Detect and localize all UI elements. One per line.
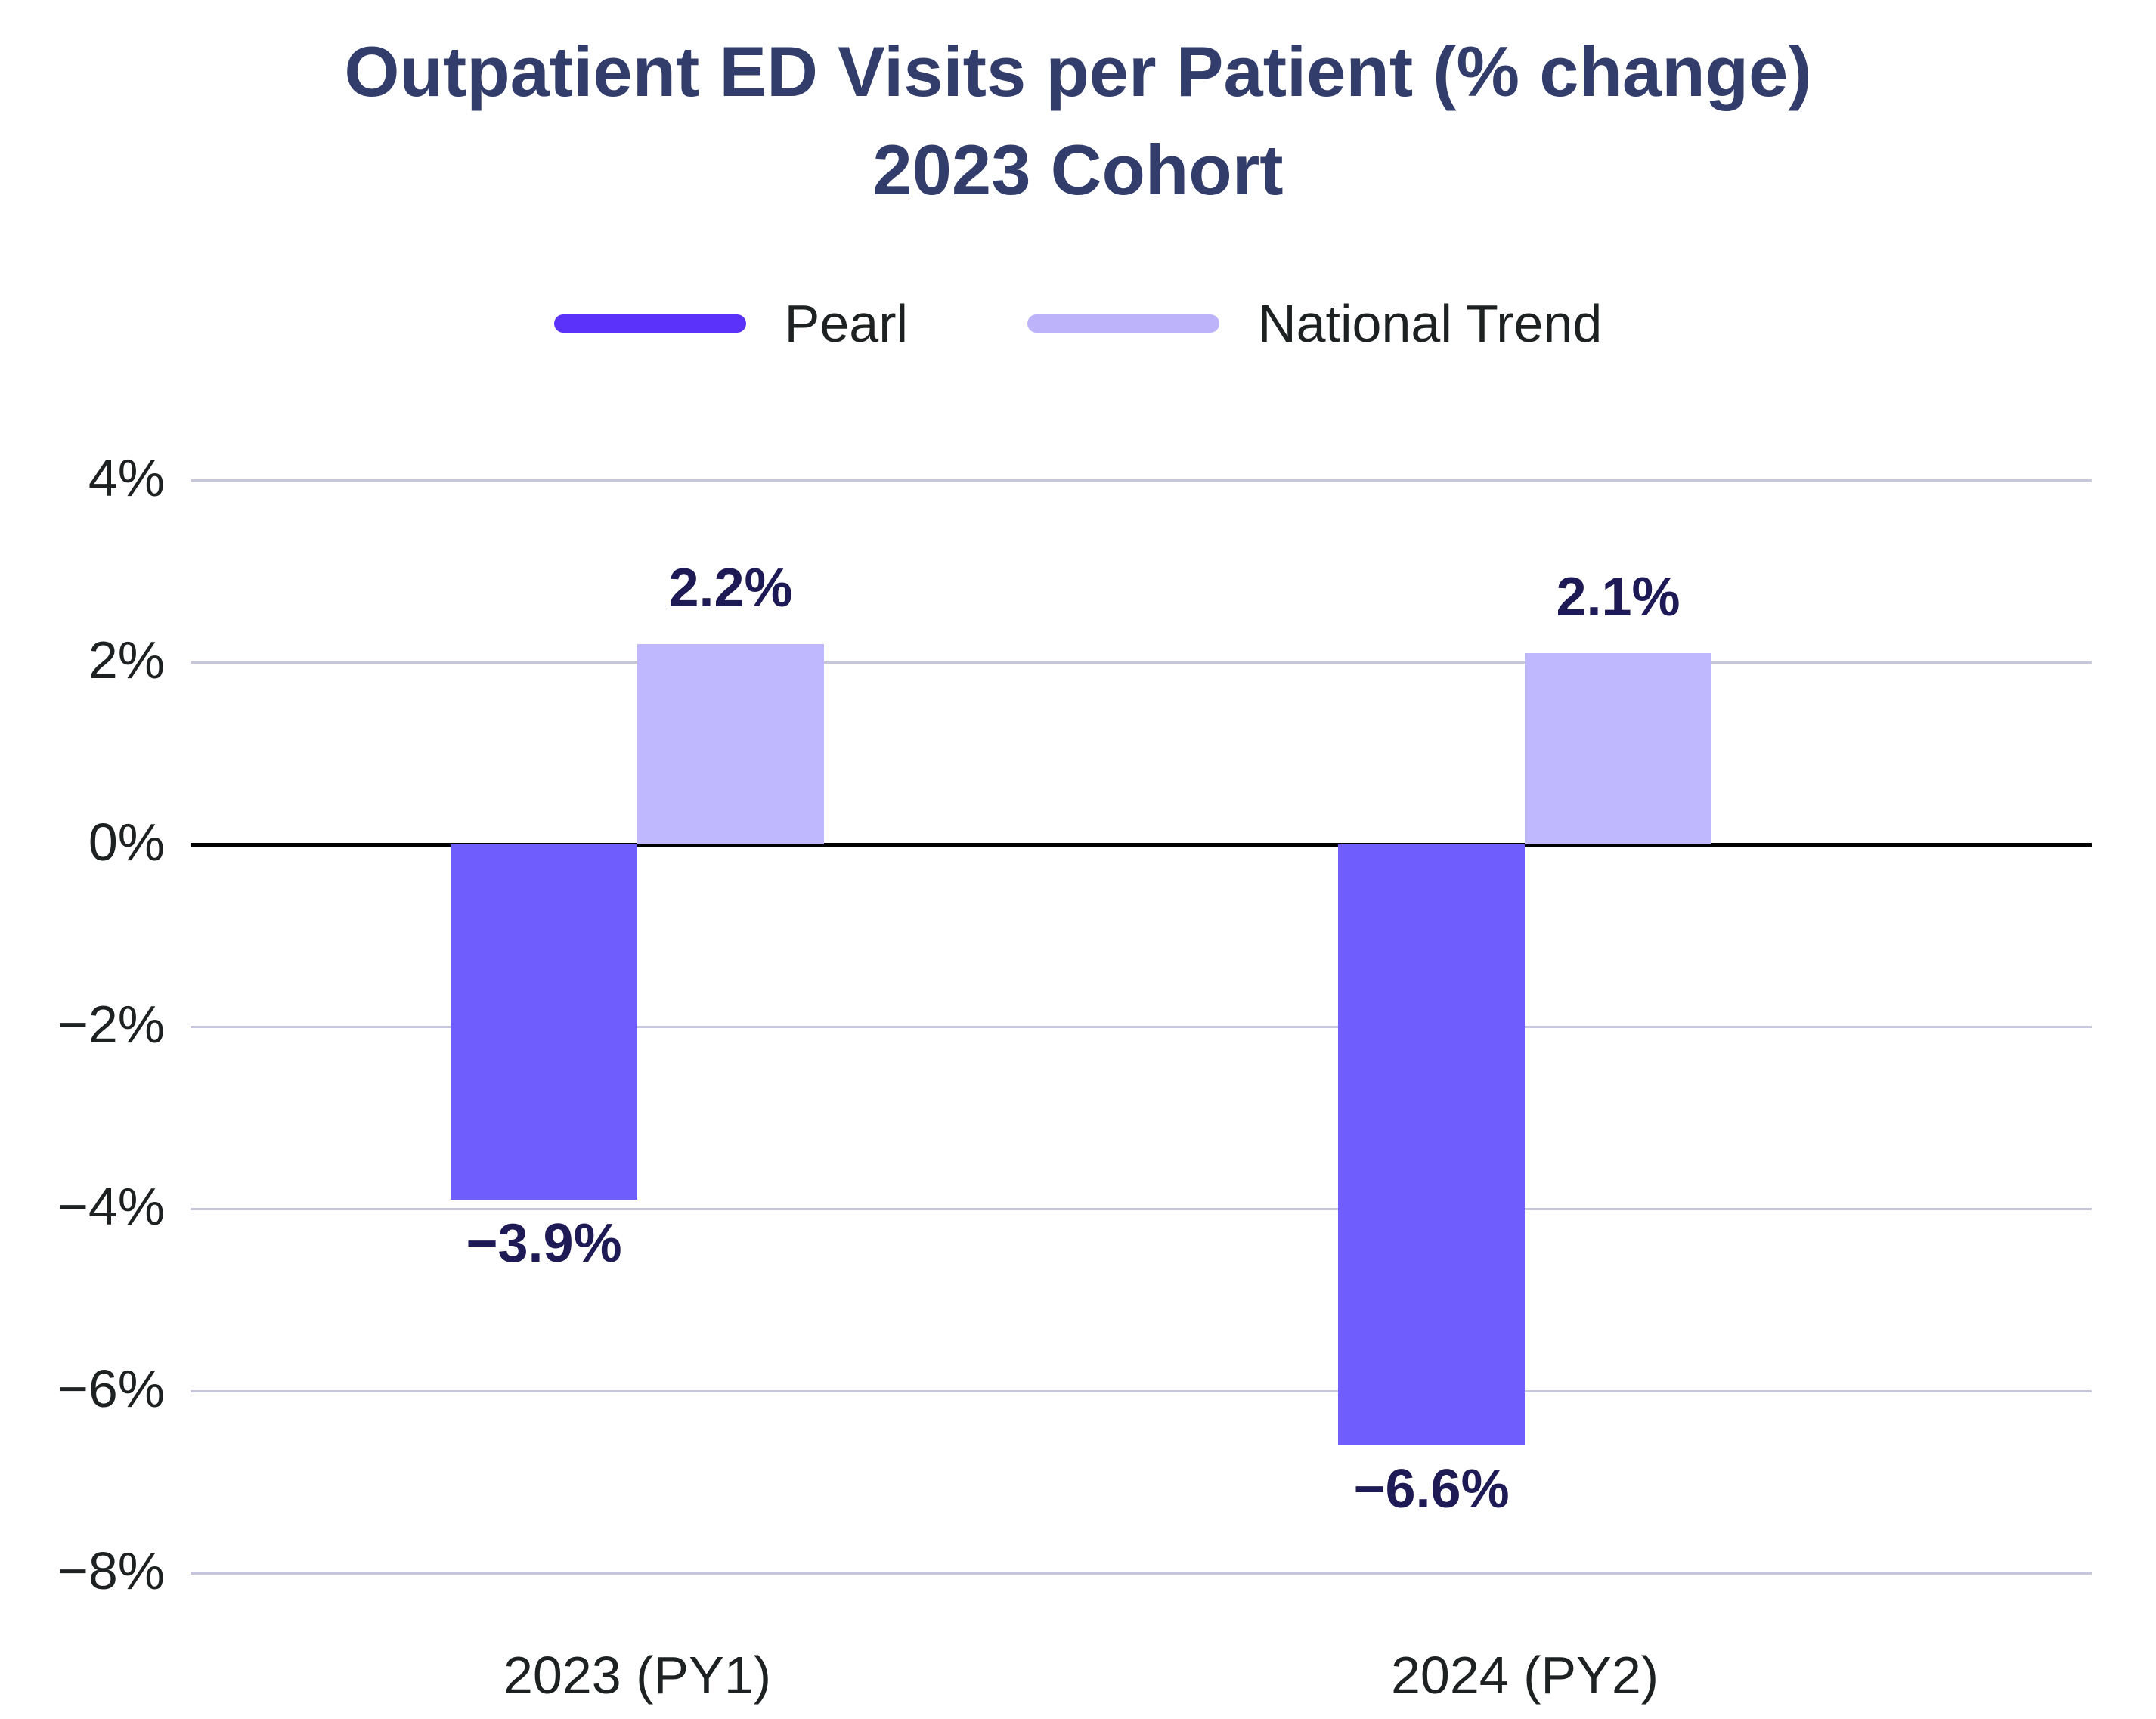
legend: Pearl National Trend xyxy=(0,296,2156,351)
plot-area: −3.9% 2.2% −6.6% 2.1% xyxy=(191,479,2092,1575)
legend-swatch-national-trend xyxy=(1027,314,1220,333)
chart-title-line2: 2023 Cohort xyxy=(872,129,1284,209)
y-axis: 4% 2% 0% −2% −4% −6% −8% xyxy=(0,451,165,1598)
gridline xyxy=(191,479,2092,482)
bar-value-label: −6.6% xyxy=(1353,1459,1510,1520)
legend-item-national-trend: National Trend xyxy=(1027,296,1602,351)
x-category-label: 2024 (PY2) xyxy=(1390,1646,1659,1705)
y-tick-label: 2% xyxy=(88,630,165,689)
chart-title-line1: Outpatient ED Visits per Patient (% chan… xyxy=(344,32,1812,111)
legend-label-pearl: Pearl xyxy=(784,294,909,353)
bar-value-label: 2.2% xyxy=(668,557,793,618)
bar-national-trend xyxy=(637,643,824,844)
y-tick-label: −4% xyxy=(57,1177,165,1236)
gridline xyxy=(191,1389,2092,1392)
y-tick-label: 4% xyxy=(88,448,165,507)
y-tick-label: −2% xyxy=(57,995,165,1054)
chart-title: Outpatient ED Visits per Patient (% chan… xyxy=(0,23,2156,218)
y-tick-label: −8% xyxy=(57,1541,165,1600)
bar-pearl xyxy=(451,844,638,1200)
legend-label-national-trend: National Trend xyxy=(1258,294,1603,353)
gridline xyxy=(191,661,2092,664)
y-tick-label: −6% xyxy=(57,1359,165,1418)
x-axis: 2023 (PY1) 2024 (PY2) xyxy=(191,1646,2092,1714)
bar-pearl xyxy=(1338,844,1526,1446)
gridline xyxy=(191,1207,2092,1210)
bar-value-label: −3.9% xyxy=(466,1213,622,1274)
gridline xyxy=(191,1572,2092,1575)
bar-value-label: 2.1% xyxy=(1556,566,1681,627)
legend-item-pearl: Pearl xyxy=(553,294,909,353)
gridline xyxy=(191,1025,2092,1028)
zero-axis-line xyxy=(191,842,2092,847)
bar-national-trend xyxy=(1525,652,1711,844)
x-category-label: 2023 (PY1) xyxy=(503,1646,772,1705)
legend-swatch-pearl xyxy=(553,314,746,333)
y-tick-label: 0% xyxy=(88,813,165,872)
